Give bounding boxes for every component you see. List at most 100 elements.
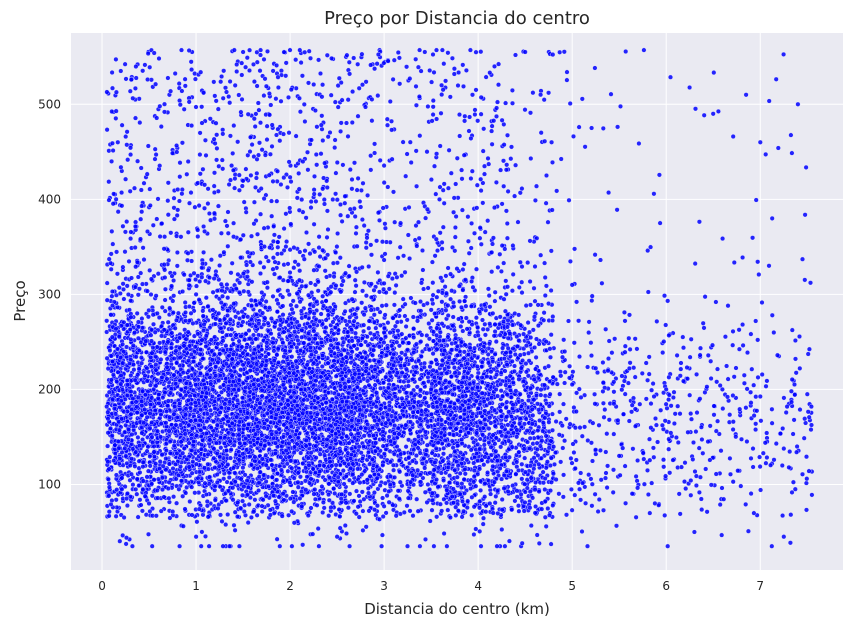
data-point bbox=[186, 48, 192, 53]
data-point bbox=[643, 360, 649, 366]
data-point bbox=[300, 460, 306, 466]
data-point bbox=[437, 143, 443, 149]
data-point bbox=[567, 258, 573, 264]
data-point bbox=[105, 476, 111, 482]
data-point bbox=[522, 107, 528, 113]
data-point bbox=[622, 318, 628, 324]
data-point bbox=[699, 507, 705, 513]
data-point bbox=[198, 543, 204, 549]
data-point bbox=[236, 92, 242, 98]
data-point bbox=[133, 75, 139, 81]
data-point bbox=[492, 205, 497, 211]
data-point bbox=[400, 139, 406, 145]
data-point bbox=[743, 405, 749, 411]
data-point bbox=[221, 476, 227, 482]
data-point bbox=[586, 330, 592, 336]
data-point bbox=[561, 337, 567, 343]
data-point bbox=[337, 525, 343, 531]
data-point bbox=[577, 486, 583, 492]
data-point bbox=[700, 320, 706, 326]
data-point bbox=[361, 223, 367, 229]
data-point bbox=[377, 157, 383, 163]
data-point bbox=[604, 485, 610, 491]
data-point bbox=[211, 183, 217, 189]
data-point bbox=[278, 68, 284, 74]
data-point bbox=[808, 427, 814, 433]
data-point bbox=[573, 457, 579, 463]
data-point bbox=[418, 308, 424, 314]
data-point bbox=[382, 225, 388, 231]
data-point bbox=[569, 460, 575, 466]
data-point bbox=[285, 184, 290, 190]
data-point bbox=[467, 47, 473, 53]
data-point bbox=[311, 221, 317, 227]
data-point bbox=[189, 67, 195, 73]
data-point bbox=[200, 166, 206, 172]
data-point bbox=[231, 220, 237, 226]
data-point bbox=[493, 339, 499, 345]
data-point bbox=[701, 112, 707, 118]
data-point bbox=[135, 292, 141, 298]
data-point bbox=[711, 70, 717, 76]
data-point bbox=[678, 360, 684, 366]
data-point bbox=[197, 278, 203, 284]
data-point bbox=[211, 79, 217, 85]
data-point bbox=[611, 431, 617, 437]
data-point bbox=[677, 411, 683, 417]
data-point bbox=[541, 97, 547, 103]
data-point bbox=[457, 112, 462, 118]
data-point bbox=[482, 171, 487, 177]
data-point bbox=[152, 156, 158, 162]
data-point bbox=[245, 520, 251, 526]
data-point bbox=[403, 324, 409, 329]
data-point bbox=[633, 473, 639, 479]
data-point bbox=[232, 82, 238, 88]
data-point bbox=[363, 293, 369, 299]
data-point bbox=[125, 157, 131, 163]
data-point bbox=[509, 87, 515, 93]
data-point bbox=[783, 410, 789, 415]
data-point bbox=[156, 56, 162, 61]
data-point bbox=[229, 163, 235, 169]
data-point bbox=[525, 320, 531, 326]
data-point bbox=[482, 321, 488, 327]
data-point bbox=[277, 543, 283, 549]
data-point bbox=[493, 179, 499, 185]
data-point bbox=[372, 150, 378, 156]
data-point bbox=[571, 340, 577, 346]
data-point bbox=[316, 543, 322, 549]
data-point bbox=[135, 158, 141, 164]
data-point bbox=[677, 511, 683, 517]
data-point bbox=[318, 122, 324, 128]
data-point bbox=[441, 445, 447, 451]
data-point bbox=[478, 188, 484, 194]
data-point bbox=[589, 503, 595, 509]
data-point bbox=[402, 269, 408, 275]
data-point bbox=[366, 264, 372, 269]
data-point bbox=[495, 488, 500, 494]
data-point bbox=[631, 395, 636, 401]
data-point bbox=[120, 281, 126, 287]
data-point bbox=[460, 328, 466, 334]
data-point bbox=[184, 171, 190, 177]
data-point bbox=[781, 395, 787, 401]
data-point bbox=[764, 378, 770, 384]
data-point bbox=[280, 359, 286, 365]
data-point bbox=[719, 532, 725, 538]
data-point bbox=[463, 294, 469, 300]
data-point bbox=[448, 170, 454, 176]
data-point bbox=[711, 412, 717, 418]
data-point bbox=[382, 251, 388, 257]
data-point bbox=[403, 444, 409, 450]
data-point bbox=[106, 148, 112, 154]
data-point bbox=[687, 354, 693, 360]
data-point bbox=[549, 411, 555, 417]
data-point bbox=[542, 138, 548, 144]
data-point bbox=[331, 390, 337, 396]
data-point bbox=[299, 73, 305, 79]
data-point bbox=[781, 51, 787, 57]
data-point bbox=[404, 151, 410, 157]
data-point bbox=[533, 504, 539, 509]
data-point bbox=[226, 475, 232, 480]
data-point bbox=[467, 114, 473, 120]
